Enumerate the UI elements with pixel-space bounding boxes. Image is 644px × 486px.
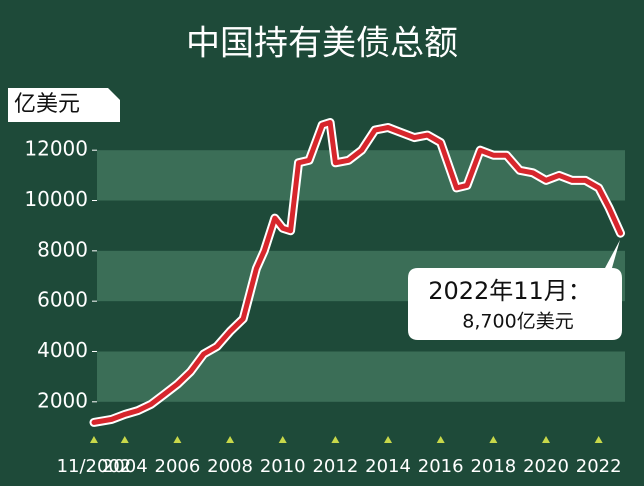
plot [89, 118, 625, 427]
y-axis-label: 亿美元 [14, 92, 80, 117]
y-tick-label: 8000 [37, 237, 88, 261]
y-tick-label: 2000 [37, 388, 88, 412]
x-tick-label: 2010 [260, 456, 306, 477]
x-tick [278, 436, 287, 443]
line [91, 120, 623, 425]
x-tick-label: 2004 [102, 456, 148, 477]
y-tick-label: 6000 [37, 288, 88, 312]
x-tick-label: 2022 [576, 456, 622, 477]
x-tick [120, 436, 129, 443]
x-tick [173, 436, 182, 443]
x-tick-label: 2008 [207, 456, 253, 477]
annotation-text: 8,700亿美元 [462, 311, 573, 333]
x-tick-label: 2012 [312, 456, 358, 477]
x-tick-label: 2006 [155, 456, 201, 477]
y-tick-label: 10000 [24, 187, 88, 211]
band [97, 351, 625, 402]
x-tick [384, 436, 393, 443]
x-tick [89, 436, 98, 443]
x-tick [542, 436, 551, 443]
y-tick-label: 12000 [24, 137, 88, 161]
x-tick [226, 436, 235, 443]
x-tick [331, 436, 340, 443]
x-tick [594, 436, 603, 443]
x-tick-label: 2018 [470, 456, 516, 477]
x-tick-label: 11/2002 [57, 456, 132, 477]
chart-title: 中国持有美债总额 [186, 24, 458, 64]
x-tick-label: 2020 [523, 456, 569, 477]
x-tick [489, 436, 498, 443]
annotation-box [408, 240, 622, 340]
x-tick [436, 436, 445, 443]
x-tick-label: 2016 [418, 456, 464, 477]
unit-box [8, 88, 120, 122]
y-tick-label: 4000 [37, 338, 88, 362]
x-tick-label: 2014 [365, 456, 411, 477]
annotation-title: 2022年11月： [428, 277, 592, 305]
